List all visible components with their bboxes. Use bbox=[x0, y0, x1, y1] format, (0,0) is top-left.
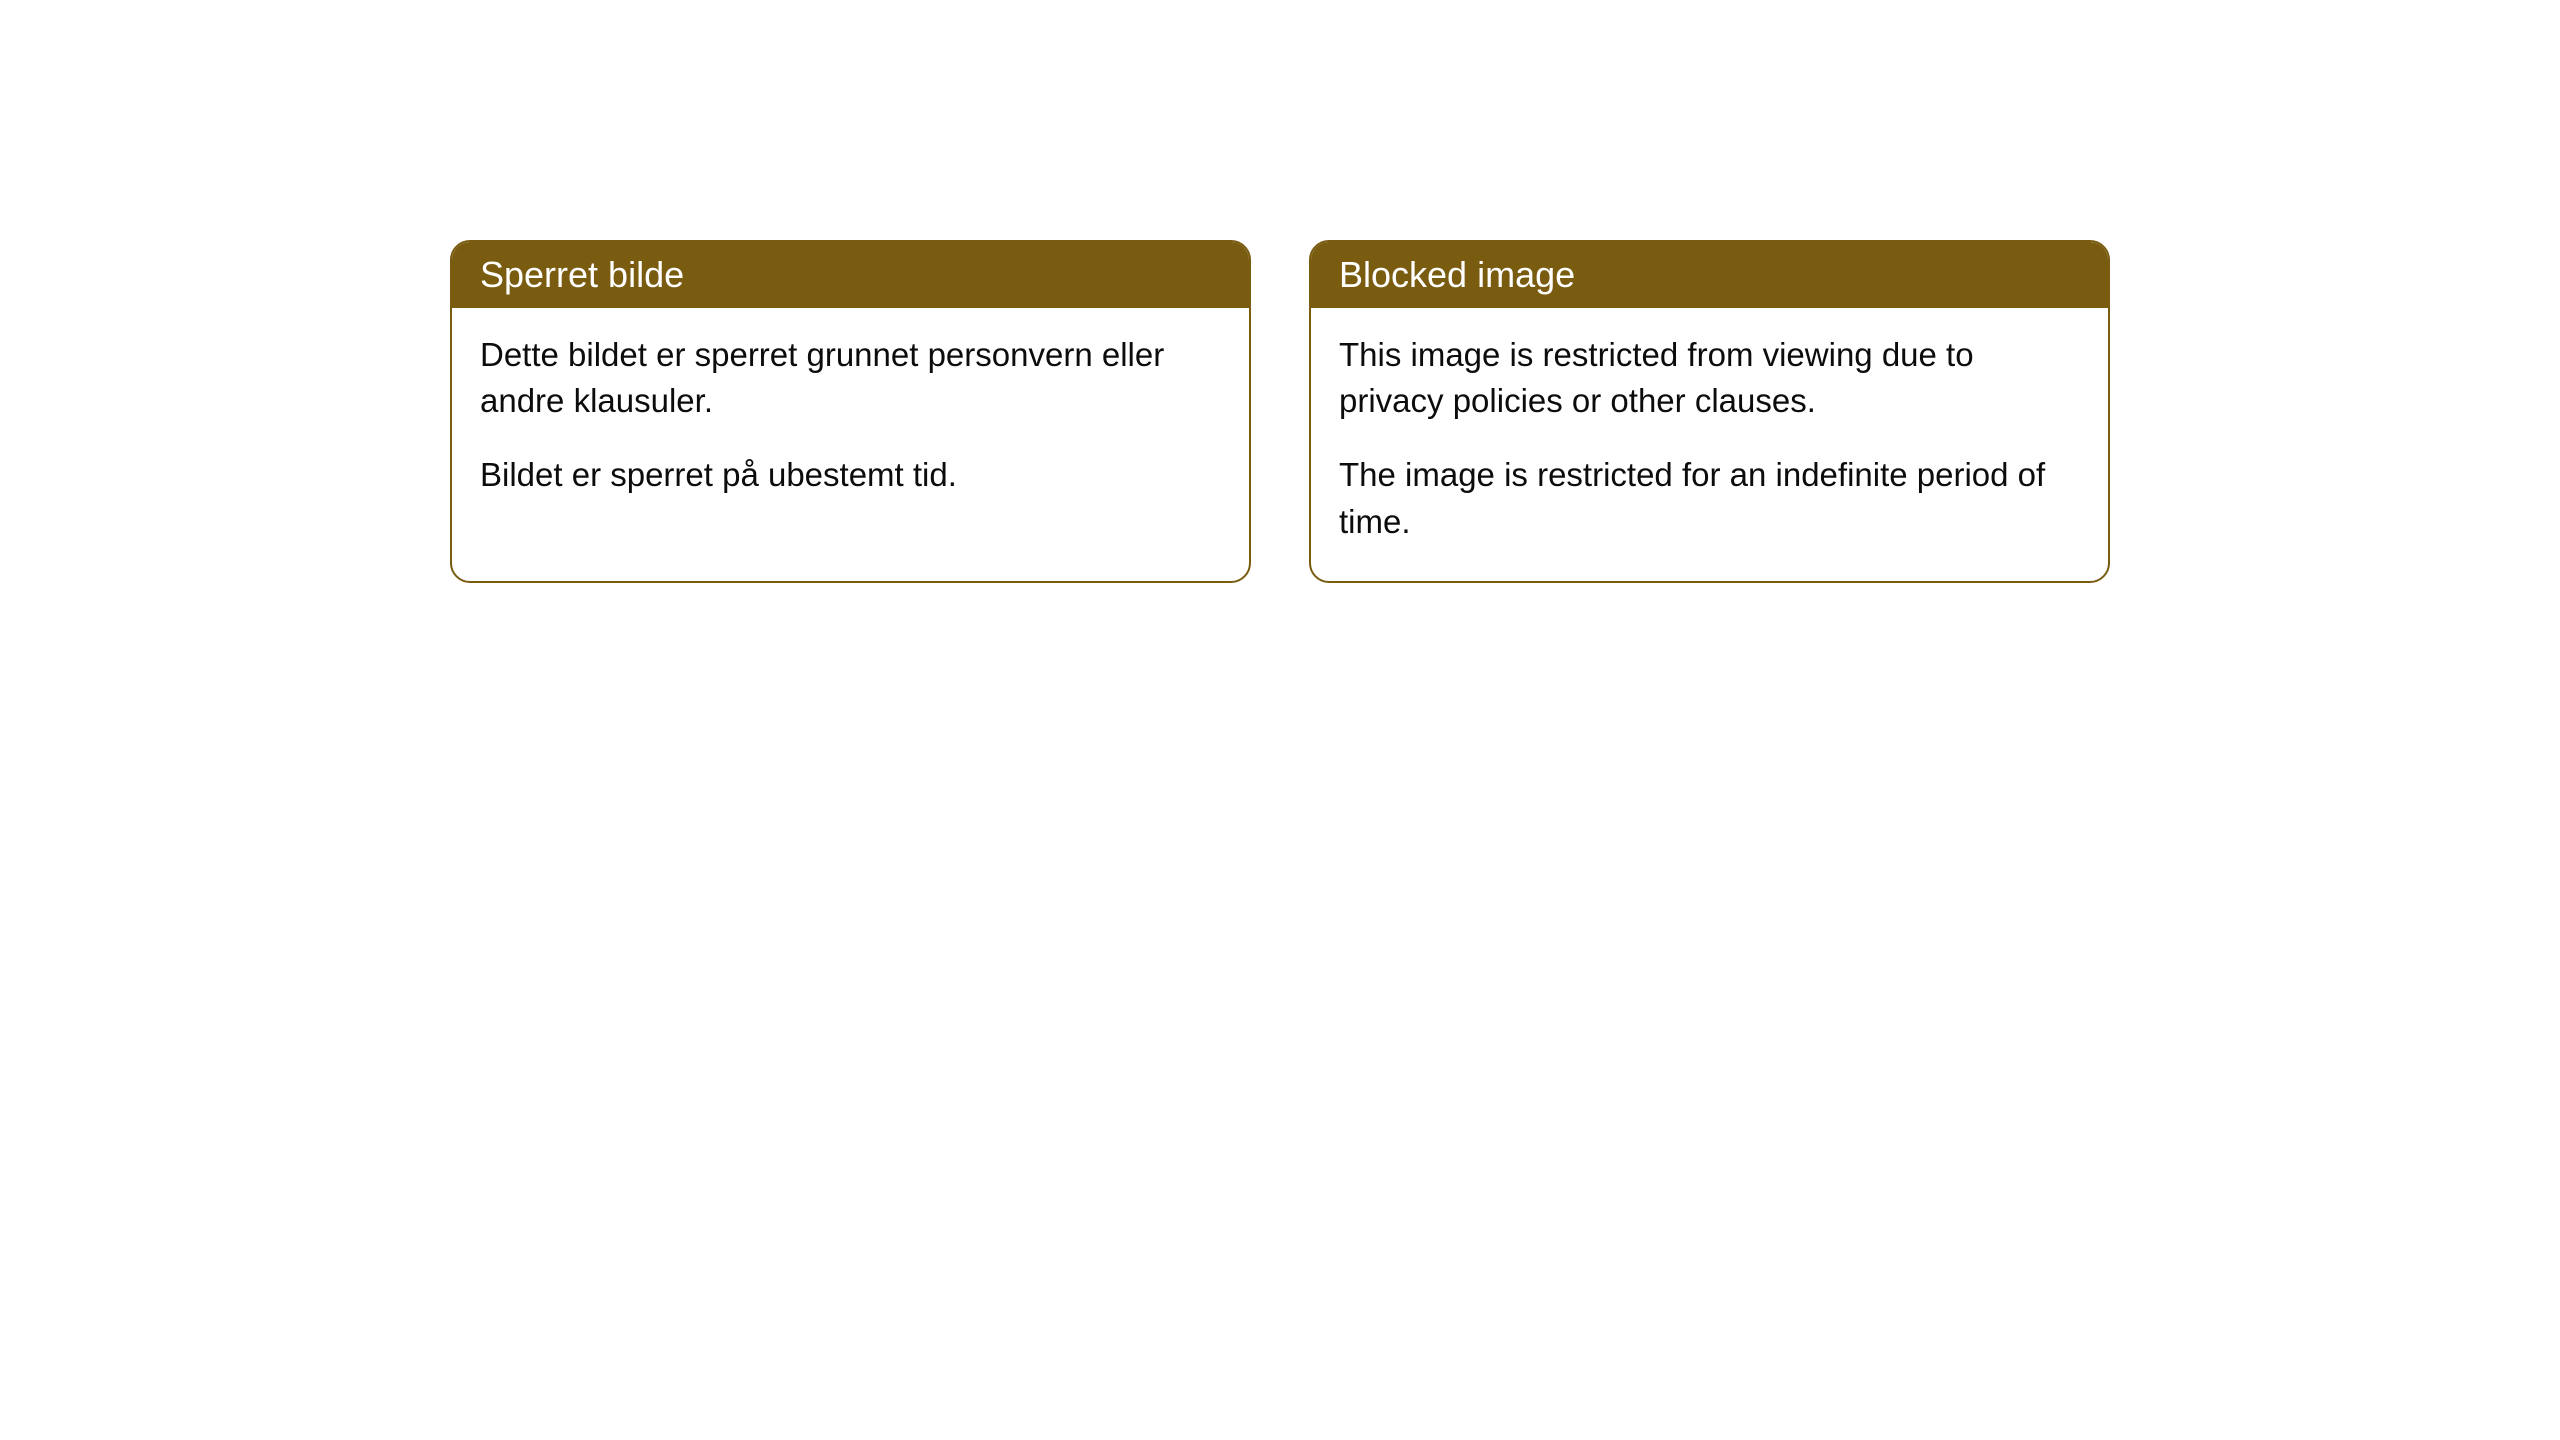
card-title: Blocked image bbox=[1339, 254, 1575, 295]
card-title: Sperret bilde bbox=[480, 254, 684, 295]
card-header: Blocked image bbox=[1311, 242, 2108, 308]
card-header: Sperret bilde bbox=[452, 242, 1249, 308]
notice-cards-container: Sperret bilde Dette bildet er sperret gr… bbox=[450, 240, 2110, 583]
card-body: This image is restricted from viewing du… bbox=[1311, 308, 2108, 581]
blocked-image-card-norwegian: Sperret bilde Dette bildet er sperret gr… bbox=[450, 240, 1251, 583]
notice-paragraph-2: Bildet er sperret på ubestemt tid. bbox=[480, 452, 1221, 498]
blocked-image-card-english: Blocked image This image is restricted f… bbox=[1309, 240, 2110, 583]
notice-paragraph-1: This image is restricted from viewing du… bbox=[1339, 332, 2080, 424]
notice-paragraph-2: The image is restricted for an indefinit… bbox=[1339, 452, 2080, 544]
notice-paragraph-1: Dette bildet er sperret grunnet personve… bbox=[480, 332, 1221, 424]
card-body: Dette bildet er sperret grunnet personve… bbox=[452, 308, 1249, 535]
